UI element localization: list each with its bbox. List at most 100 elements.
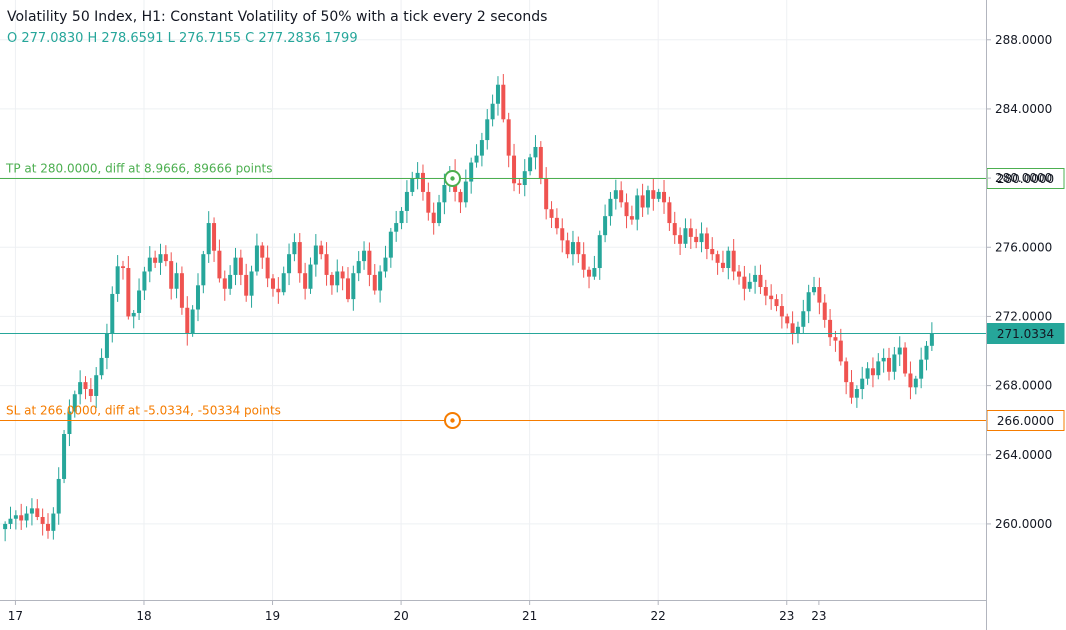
candle-91 bbox=[490, 103, 495, 120]
candle-74 bbox=[399, 210, 404, 224]
candle-125 bbox=[672, 223, 677, 236]
candle-103 bbox=[554, 217, 559, 229]
candle-160 bbox=[860, 378, 865, 390]
candle-59 bbox=[319, 245, 324, 255]
candle-25 bbox=[137, 290, 142, 313]
candle-23 bbox=[126, 268, 131, 317]
candle-150 bbox=[806, 292, 811, 312]
candle-68 bbox=[367, 250, 372, 275]
candle-69 bbox=[372, 274, 377, 291]
candle-136 bbox=[731, 250, 736, 272]
candle-72 bbox=[388, 231, 393, 258]
candle-9 bbox=[51, 513, 56, 531]
y-tick-label-3: 272.0000 bbox=[995, 309, 1052, 323]
candle-106 bbox=[570, 242, 575, 255]
candle-86 bbox=[463, 181, 468, 203]
candle-5 bbox=[29, 508, 34, 514]
candle-132 bbox=[710, 248, 715, 255]
candle-152 bbox=[817, 287, 822, 303]
candle-156 bbox=[838, 340, 843, 362]
candle-115 bbox=[619, 190, 624, 203]
candle-147 bbox=[790, 323, 795, 334]
candles bbox=[3, 74, 934, 542]
candle-50 bbox=[270, 278, 275, 289]
candle-61 bbox=[329, 274, 334, 286]
candle-119 bbox=[640, 195, 645, 208]
candle-27 bbox=[147, 257, 152, 272]
candle-144 bbox=[774, 299, 779, 307]
horizontal-lines: TP at 280.0000, diff at 8.9666, 89666 po… bbox=[0, 162, 1065, 431]
candle-39 bbox=[212, 223, 217, 251]
candle-123 bbox=[662, 191, 667, 203]
candle-155 bbox=[833, 337, 838, 341]
candle-13 bbox=[72, 394, 77, 412]
candle-166 bbox=[892, 354, 897, 372]
candle-128 bbox=[688, 228, 693, 237]
candle-42 bbox=[228, 274, 233, 289]
candle-36 bbox=[195, 285, 200, 310]
candle-22 bbox=[120, 266, 125, 269]
candle-67 bbox=[362, 250, 367, 262]
candle-89 bbox=[479, 140, 484, 156]
candle-24 bbox=[131, 312, 136, 317]
candle-54 bbox=[292, 242, 297, 255]
candle-77 bbox=[415, 172, 420, 179]
candle-75 bbox=[404, 191, 409, 211]
candle-141 bbox=[758, 274, 763, 288]
candle-73 bbox=[394, 223, 399, 232]
candle-121 bbox=[651, 190, 656, 199]
candle-104 bbox=[560, 228, 565, 241]
candle-1 bbox=[8, 518, 13, 524]
candle-139 bbox=[747, 281, 752, 289]
candle-76 bbox=[410, 178, 415, 192]
candle-134 bbox=[720, 262, 725, 269]
candle-63 bbox=[340, 271, 345, 279]
candle-16 bbox=[88, 389, 93, 396]
candle-173 bbox=[929, 333, 934, 346]
candle-99 bbox=[533, 146, 538, 158]
candle-135 bbox=[726, 250, 731, 269]
candle-12 bbox=[67, 411, 72, 435]
candle-44 bbox=[238, 257, 243, 275]
candle-172 bbox=[924, 345, 929, 360]
candle-167 bbox=[897, 347, 902, 355]
candle-51 bbox=[276, 288, 281, 293]
candle-165 bbox=[887, 357, 892, 372]
candle-62 bbox=[335, 271, 340, 286]
x-tick-label-5: 22 bbox=[651, 609, 666, 623]
candle-102 bbox=[549, 209, 554, 218]
candle-148 bbox=[795, 326, 800, 334]
candle-162 bbox=[870, 368, 875, 376]
candle-81 bbox=[437, 202, 442, 224]
candle-111 bbox=[597, 235, 602, 269]
candle-41 bbox=[222, 278, 227, 289]
candle-38 bbox=[206, 223, 211, 255]
candle-88 bbox=[474, 155, 479, 163]
candle-163 bbox=[876, 361, 881, 376]
candle-122 bbox=[656, 191, 661, 199]
candle-19 bbox=[104, 333, 109, 358]
candle-164 bbox=[881, 357, 886, 362]
candle-4 bbox=[24, 513, 29, 521]
candle-93 bbox=[501, 84, 506, 120]
candle-29 bbox=[158, 254, 163, 263]
candle-28 bbox=[153, 257, 158, 263]
candle-138 bbox=[742, 276, 747, 289]
candle-151 bbox=[812, 287, 817, 293]
candle-11 bbox=[62, 434, 67, 479]
x-tick-label-3: 20 bbox=[393, 609, 408, 623]
candle-145 bbox=[779, 306, 784, 317]
candle-32 bbox=[174, 273, 179, 289]
ohlc-readout: O 277.0830 H 278.6591 L 276.7155 C 277.2… bbox=[7, 31, 358, 46]
candle-130 bbox=[699, 233, 704, 243]
candle-158 bbox=[849, 382, 854, 398]
candle-105 bbox=[565, 240, 570, 255]
candle-7 bbox=[40, 517, 45, 524]
candle-95 bbox=[512, 155, 517, 184]
y-tick-label-1: 264.0000 bbox=[995, 448, 1052, 462]
candle-18 bbox=[99, 357, 104, 376]
candle-31 bbox=[169, 261, 174, 289]
candle-92 bbox=[495, 84, 500, 104]
